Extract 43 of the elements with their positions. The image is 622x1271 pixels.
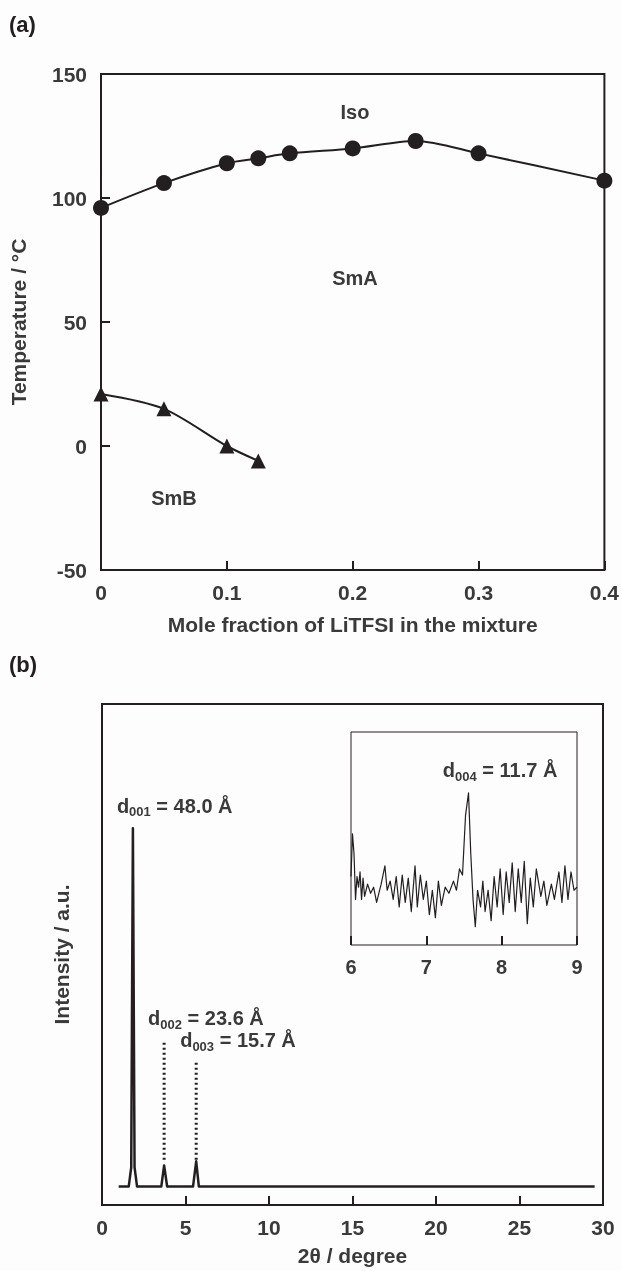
x-tick-label: 7 <box>420 956 432 978</box>
point <box>250 150 267 167</box>
point <box>407 132 424 149</box>
point <box>156 401 172 417</box>
point <box>596 172 613 189</box>
point <box>250 453 266 469</box>
x-tick-label: 25 <box>507 1216 532 1239</box>
point <box>344 140 361 157</box>
x-axis-title: Mole fraction of LiTFSI in the mixture <box>167 613 538 636</box>
y-tick-label: -50 <box>56 558 87 582</box>
x-tick-label: 0.4 <box>589 581 620 604</box>
annotation: Iso <box>340 101 370 123</box>
x-tick-label: 0 <box>96 1216 108 1239</box>
x-tick-label: 5 <box>179 1216 192 1239</box>
y-tick-label: 100 <box>51 186 87 210</box>
chart-title: (b) <box>9 651 38 677</box>
point <box>281 145 298 162</box>
y-axis-title: Intensity / a.u. <box>50 884 73 1025</box>
chart-title: (a) <box>9 11 36 37</box>
y-axis-title: Temperature / °C <box>7 238 30 406</box>
x-tick-label: 9 <box>571 956 583 978</box>
x-tick-label: 0.2 <box>338 581 368 604</box>
point <box>155 175 172 192</box>
point <box>219 438 235 454</box>
y-tick-label: 150 <box>51 62 87 86</box>
point <box>470 145 487 162</box>
point <box>93 199 109 216</box>
point <box>218 155 235 172</box>
x-tick-label: 15 <box>340 1216 365 1239</box>
y-tick-label: 0 <box>75 434 87 458</box>
y-tick-label: 50 <box>63 310 87 334</box>
annotation: SmB <box>151 487 197 509</box>
x-tick-label: 0.1 <box>212 581 242 604</box>
x-tick-label: 6 <box>345 956 357 978</box>
x-tick-label: 20 <box>424 1216 448 1239</box>
x-tick-label: 10 <box>257 1216 281 1239</box>
x-tick-label: 30 <box>591 1216 615 1239</box>
point <box>93 386 109 402</box>
x-axis-title: 2θ / degree <box>297 1244 408 1267</box>
annotation: SmA <box>332 267 378 289</box>
x-tick-label: 8 <box>496 956 508 978</box>
x-tick-label: 0 <box>95 581 107 604</box>
x-tick-label: 0.3 <box>463 581 494 604</box>
